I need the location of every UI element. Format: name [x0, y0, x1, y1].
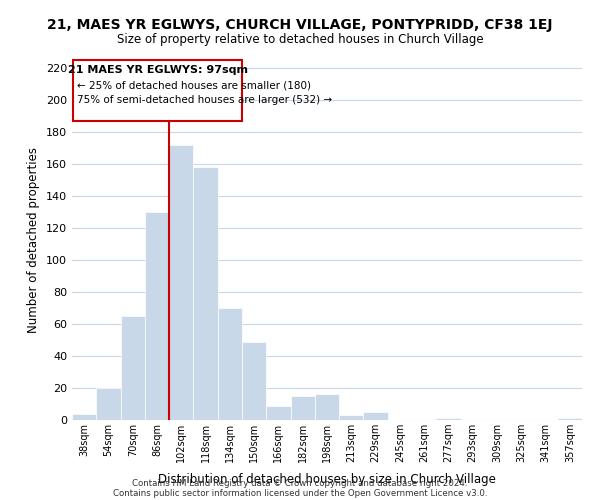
- Bar: [72, 414, 96, 420]
- Bar: [339, 415, 364, 420]
- Text: 21, MAES YR EGLWYS, CHURCH VILLAGE, PONTYPRIDD, CF38 1EJ: 21, MAES YR EGLWYS, CHURCH VILLAGE, PONT…: [47, 18, 553, 32]
- Bar: [121, 316, 145, 420]
- Text: Size of property relative to detached houses in Church Village: Size of property relative to detached ho…: [116, 32, 484, 46]
- Bar: [290, 396, 315, 420]
- Text: ← 25% of detached houses are smaller (180): ← 25% of detached houses are smaller (18…: [77, 80, 311, 90]
- Bar: [218, 308, 242, 420]
- Bar: [315, 394, 339, 420]
- Bar: [96, 388, 121, 420]
- Y-axis label: Number of detached properties: Number of detached properties: [28, 147, 40, 333]
- Bar: [193, 167, 218, 420]
- Bar: [169, 145, 193, 420]
- FancyBboxPatch shape: [73, 60, 242, 121]
- Text: 75% of semi-detached houses are larger (532) →: 75% of semi-detached houses are larger (…: [77, 95, 332, 105]
- Bar: [145, 212, 169, 420]
- Text: Contains public sector information licensed under the Open Government Licence v3: Contains public sector information licen…: [113, 488, 487, 498]
- Bar: [242, 342, 266, 420]
- Text: 21 MAES YR EGLWYS: 97sqm: 21 MAES YR EGLWYS: 97sqm: [68, 65, 248, 75]
- Bar: [436, 418, 461, 420]
- Bar: [364, 412, 388, 420]
- Bar: [266, 406, 290, 420]
- X-axis label: Distribution of detached houses by size in Church Village: Distribution of detached houses by size …: [158, 474, 496, 486]
- Text: Contains HM Land Registry data © Crown copyright and database right 2024.: Contains HM Land Registry data © Crown c…: [132, 478, 468, 488]
- Bar: [558, 418, 582, 420]
